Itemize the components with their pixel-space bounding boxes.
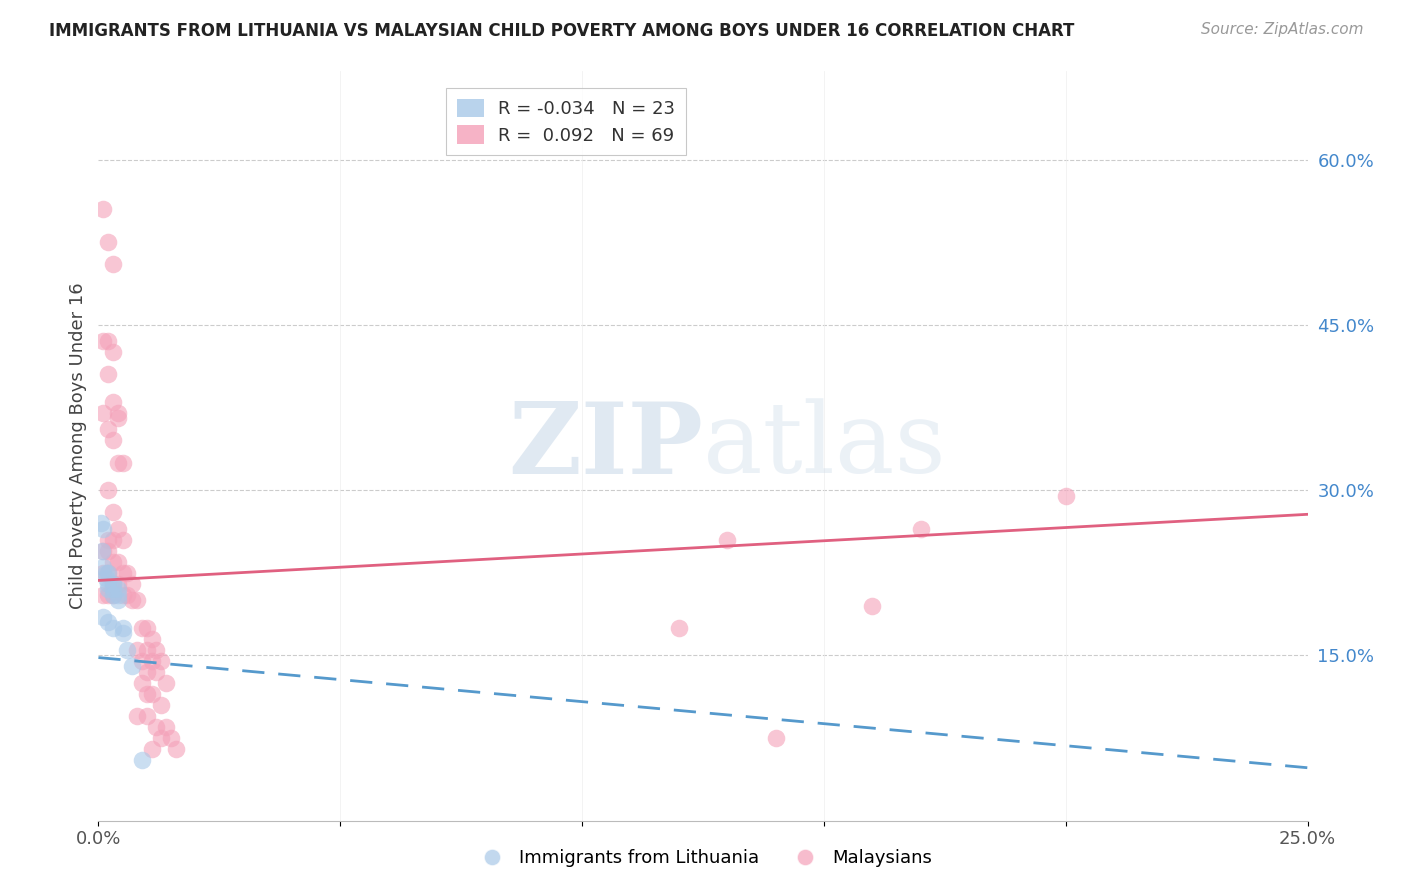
Point [101,395,124,409]
Point [135,709,157,723]
Point [101,582,124,597]
Legend: R = -0.034   N = 23, R =  0.092   N = 69: R = -0.034 N = 23, R = 0.092 N = 69 [446,88,686,155]
Point [145,643,167,657]
Point [91,609,114,624]
Point [101,555,124,569]
Point [765,731,787,745]
Point [91,588,114,602]
Point [111,626,134,640]
Point [101,434,124,448]
Point [101,533,124,547]
Point [160,731,183,745]
Point [91,334,114,349]
Point [131,676,153,690]
Point [97,334,120,349]
Point [117,588,139,602]
Point [91,202,114,216]
Text: ZIP: ZIP [508,398,703,494]
Point [94,566,117,580]
Point [111,566,134,580]
Point [107,411,129,425]
Point [135,643,157,657]
Point [131,654,153,668]
Point [101,257,124,271]
Point [127,709,149,723]
Point [97,566,120,580]
Point [91,543,114,558]
Point [155,676,177,690]
Point [90,516,112,530]
Point [131,621,153,635]
Y-axis label: Child Poverty Among Boys Under 16: Child Poverty Among Boys Under 16 [69,283,87,609]
Point [145,720,167,734]
Point [101,621,124,635]
Point [97,533,120,547]
Point [91,566,114,580]
Point [101,588,124,602]
Point [165,742,187,756]
Point [101,588,124,602]
Text: IMMIGRANTS FROM LITHUANIA VS MALAYSIAN CHILD POVERTY AMONG BOYS UNDER 16 CORRELA: IMMIGRANTS FROM LITHUANIA VS MALAYSIAN C… [49,22,1074,40]
Point [97,615,120,630]
Point [97,566,120,580]
Point [716,533,738,547]
Point [150,731,173,745]
Point [97,422,120,436]
Point [107,588,129,602]
Point [91,560,114,574]
Point [91,543,114,558]
Point [141,632,163,646]
Point [111,588,134,602]
Point [91,406,114,420]
Point [101,576,124,591]
Point [97,588,120,602]
Point [121,593,143,607]
Point [107,522,129,536]
Point [97,368,120,382]
Point [141,687,163,701]
Point [94,571,117,585]
Point [107,406,129,420]
Point [121,659,143,673]
Point [97,582,120,597]
Point [107,456,129,470]
Point [107,576,129,591]
Point [111,456,134,470]
Point [107,555,129,569]
Point [121,576,143,591]
Point [101,576,124,591]
Point [668,621,690,635]
Point [101,345,124,359]
Point [97,235,120,249]
Point [127,593,149,607]
Point [131,753,153,767]
Point [97,543,120,558]
Point [141,742,163,756]
Point [111,621,134,635]
Point [150,654,173,668]
Point [135,621,157,635]
Point [117,566,139,580]
Point [117,643,139,657]
Point [141,654,163,668]
Text: atlas: atlas [703,398,946,494]
Point [910,522,932,536]
Point [150,698,173,712]
Point [135,665,157,679]
Point [91,522,114,536]
Point [97,483,120,497]
Legend: Immigrants from Lithuania, Malaysians: Immigrants from Lithuania, Malaysians [467,842,939,874]
Point [107,582,129,597]
Text: Source: ZipAtlas.com: Source: ZipAtlas.com [1201,22,1364,37]
Point [111,533,134,547]
Point [135,687,157,701]
Point [127,643,149,657]
Point [860,599,883,613]
Point [107,593,129,607]
Point [145,665,167,679]
Point [97,576,120,591]
Point [1054,489,1077,503]
Point [101,505,124,519]
Point [155,720,177,734]
